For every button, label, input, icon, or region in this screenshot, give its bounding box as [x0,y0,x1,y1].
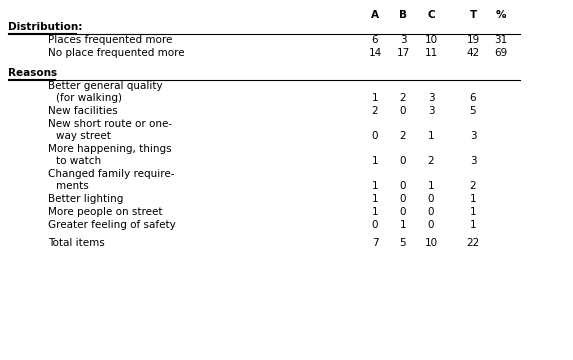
Text: 3: 3 [427,93,434,103]
Text: C: C [427,10,435,20]
Text: %: % [496,10,507,20]
Text: 2: 2 [400,131,406,141]
Text: 2: 2 [470,181,476,191]
Text: New short route or one-: New short route or one- [48,119,172,129]
Text: 0: 0 [428,194,434,204]
Text: Reasons: Reasons [8,68,57,78]
Text: 1: 1 [427,181,434,191]
Text: 5: 5 [400,238,406,248]
Text: 1: 1 [470,220,476,230]
Text: 6: 6 [372,35,378,45]
Text: 0: 0 [372,131,378,141]
Text: Total items: Total items [48,238,105,248]
Text: Changed family require-: Changed family require- [48,169,175,179]
Text: 3: 3 [427,106,434,116]
Text: 5: 5 [470,106,476,116]
Text: 1: 1 [400,220,406,230]
Text: Greater feeling of safety: Greater feeling of safety [48,220,176,230]
Text: to watch: to watch [56,156,101,166]
Text: 42: 42 [466,48,480,58]
Text: (for walking): (for walking) [56,93,122,103]
Text: Better general quality: Better general quality [48,81,163,91]
Text: More happening, things: More happening, things [48,144,172,154]
Text: way street: way street [56,131,111,141]
Text: 2: 2 [372,106,378,116]
Text: 0: 0 [400,207,406,217]
Text: 10: 10 [425,238,438,248]
Text: 1: 1 [372,194,378,204]
Text: 31: 31 [494,35,508,45]
Text: 1: 1 [372,181,378,191]
Text: 69: 69 [494,48,508,58]
Text: 2: 2 [400,93,406,103]
Text: 1: 1 [372,207,378,217]
Text: 1: 1 [372,156,378,166]
Text: More people on street: More people on street [48,207,163,217]
Text: 0: 0 [400,106,406,116]
Text: 22: 22 [466,238,480,248]
Text: 1: 1 [427,131,434,141]
Text: 0: 0 [400,181,406,191]
Text: 0: 0 [400,194,406,204]
Text: 1: 1 [372,93,378,103]
Text: T: T [469,10,477,20]
Text: B: B [399,10,407,20]
Text: 1: 1 [470,207,476,217]
Text: 19: 19 [466,35,480,45]
Text: Places frequented more: Places frequented more [48,35,172,45]
Text: 6: 6 [470,93,476,103]
Text: 0: 0 [428,220,434,230]
Text: 11: 11 [425,48,438,58]
Text: ments: ments [56,181,89,191]
Text: 0: 0 [428,207,434,217]
Text: No place frequented more: No place frequented more [48,48,185,58]
Text: 3: 3 [470,156,476,166]
Text: 1: 1 [470,194,476,204]
Text: 2: 2 [427,156,434,166]
Text: Distribution:: Distribution: [8,22,83,32]
Text: 10: 10 [425,35,438,45]
Text: New facilities: New facilities [48,106,117,116]
Text: 3: 3 [400,35,406,45]
Text: A: A [371,10,379,20]
Text: 3: 3 [470,131,476,141]
Text: 17: 17 [397,48,410,58]
Text: 14: 14 [368,48,382,58]
Text: 0: 0 [372,220,378,230]
Text: Better lighting: Better lighting [48,194,123,204]
Text: 7: 7 [372,238,378,248]
Text: 0: 0 [400,156,406,166]
